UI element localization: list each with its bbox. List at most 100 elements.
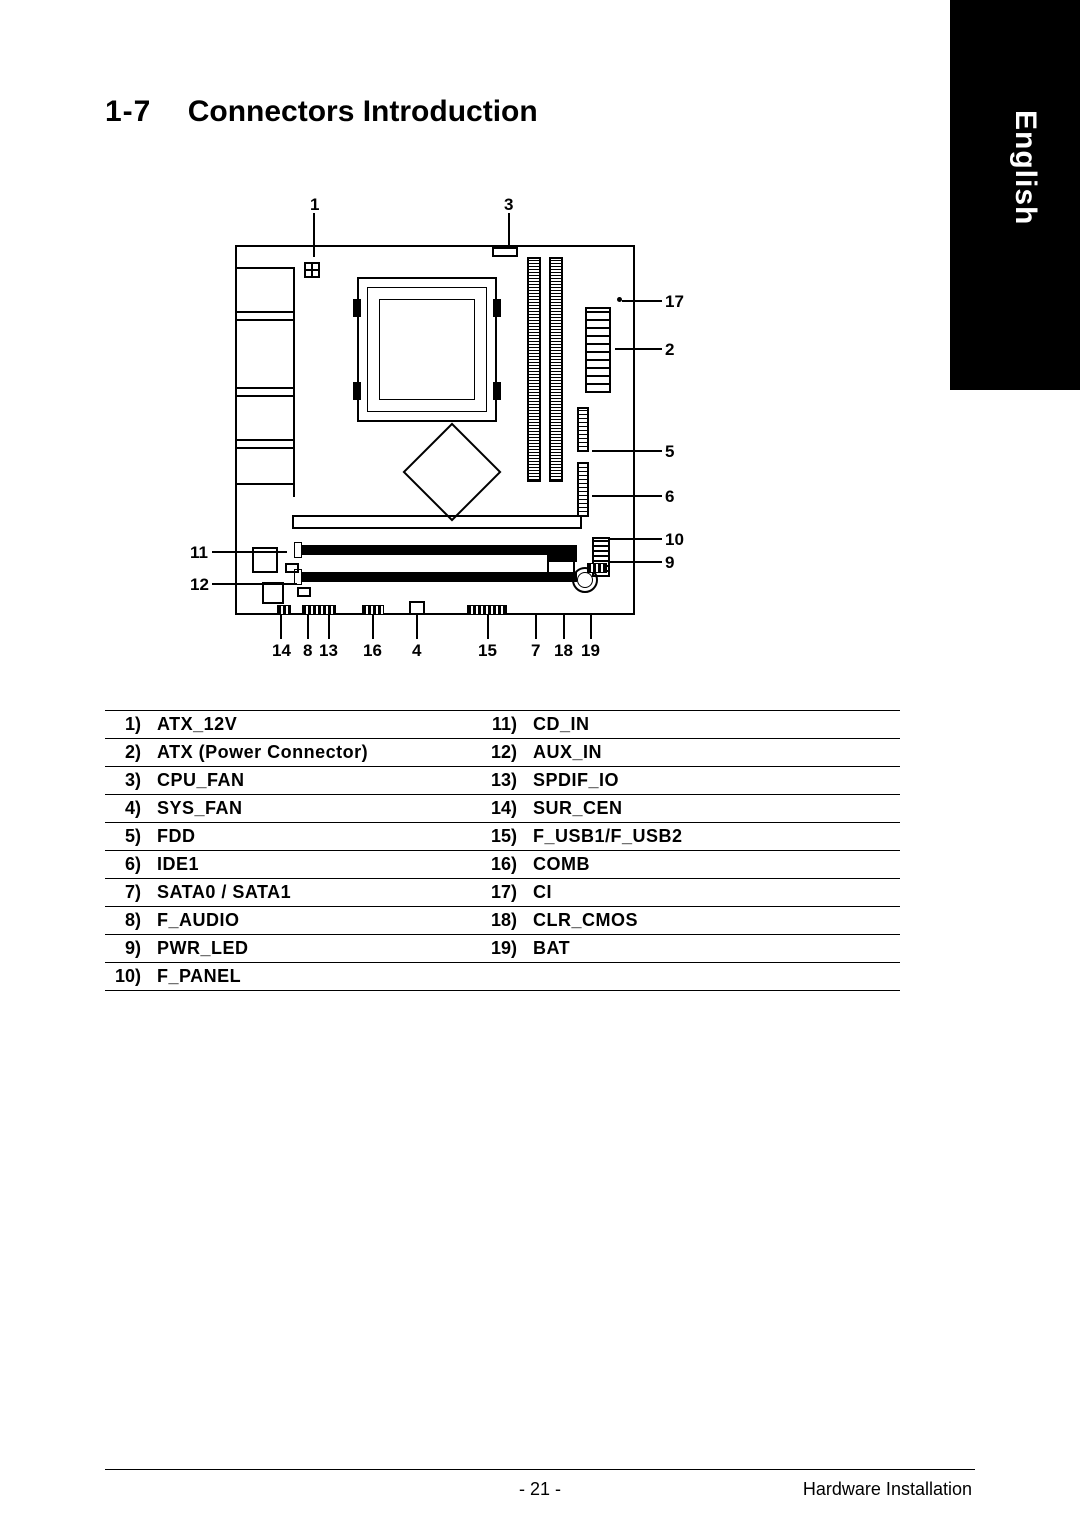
language-label: English [1008, 110, 1042, 225]
callout-6: 6 [665, 487, 674, 507]
connector-number: 14) [481, 795, 527, 823]
table-row: 2)ATX (Power Connector)12)AUX_IN [105, 739, 900, 767]
connector-number: 6) [105, 851, 151, 879]
table-row: 3)CPU_FAN13)SPDIF_IO [105, 767, 900, 795]
connector-number: 9) [105, 935, 151, 963]
connector-number: 1) [105, 711, 151, 739]
atx12v-connector [304, 262, 320, 278]
connector-number: 8) [105, 907, 151, 935]
ide-connector [577, 462, 589, 517]
io-chip [262, 582, 284, 604]
connector-number: 3) [105, 767, 151, 795]
table-row: 4)SYS_FAN14)SUR_CEN [105, 795, 900, 823]
table-row: 5)FDD15)F_USB1/F_USB2 [105, 823, 900, 851]
connector-name: COMB [527, 851, 900, 879]
callout-11: 11 [190, 543, 208, 563]
callout-3: 3 [504, 195, 513, 215]
connector-number: 7) [105, 879, 151, 907]
table-row: 1)ATX_12V11)CD_IN [105, 711, 900, 739]
hdr-16 [362, 605, 384, 615]
table-row: 6)IDE116)COMB [105, 851, 900, 879]
callout-15: 15 [478, 641, 497, 661]
section-heading: 1-7 Connectors Introduction [105, 95, 538, 129]
dimm-slot-2 [549, 257, 563, 482]
connector-number [481, 963, 527, 991]
connector-name: ATX (Power Connector) [151, 739, 481, 767]
connector-name: CLR_CMOS [527, 907, 900, 935]
callout-1: 1 [310, 195, 319, 215]
hdr-7 [547, 552, 577, 562]
fdd-connector [577, 407, 589, 452]
cpu-socket [357, 277, 497, 422]
connector-number: 19) [481, 935, 527, 963]
callout-8: 8 [303, 641, 312, 661]
connector-name: ATX_12V [151, 711, 481, 739]
callout-17: 17 [665, 292, 684, 312]
connector-number: 16) [481, 851, 527, 879]
callout-10: 10 [665, 530, 684, 550]
hdr-8-13 [302, 605, 336, 615]
dimm-slot-1 [527, 257, 541, 482]
hdr-14 [277, 605, 291, 615]
connector-number: 18) [481, 907, 527, 935]
atx-power-connector [585, 307, 611, 393]
connector-number: 10) [105, 963, 151, 991]
callout-9: 9 [665, 553, 674, 573]
connector-name: CI [527, 879, 900, 907]
hdr-9 [587, 563, 607, 573]
callout-5: 5 [665, 442, 674, 462]
callout-14: 14 [272, 641, 291, 661]
connector-name: SPDIF_IO [527, 767, 900, 795]
callout-19: 19 [581, 641, 600, 661]
pci-slot-2 [297, 572, 577, 582]
table-row: 10)F_PANEL [105, 963, 900, 991]
connector-number: 11) [481, 711, 527, 739]
agp-slot [292, 515, 582, 529]
heading-number: 1-7 [105, 95, 151, 128]
connector-number: 2) [105, 739, 151, 767]
connector-name [527, 963, 900, 991]
connectors-table: 1)ATX_12V11)CD_IN2)ATX (Power Connector)… [105, 710, 900, 991]
connector-number: 12) [481, 739, 527, 767]
connector-name: CD_IN [527, 711, 900, 739]
heading-title: Connectors Introduction [188, 95, 538, 128]
pci-slot-1 [297, 545, 577, 555]
board-outline [235, 245, 635, 615]
connector-number: 17) [481, 879, 527, 907]
table-row: 8)F_AUDIO18)CLR_CMOS [105, 907, 900, 935]
connector-name: FDD [151, 823, 481, 851]
connector-number: 5) [105, 823, 151, 851]
language-tab: English [950, 0, 1080, 390]
callout-13: 13 [319, 641, 338, 661]
connector-name: IDE1 [151, 851, 481, 879]
footer-section: Hardware Installation [803, 1479, 972, 1500]
callout-2: 2 [665, 340, 674, 360]
callout-12: 12 [190, 575, 209, 595]
hdr-12 [297, 587, 311, 597]
connector-name: AUX_IN [527, 739, 900, 767]
table-row: 7)SATA0 / SATA117)CI [105, 879, 900, 907]
hdr-4 [409, 601, 425, 615]
cpufan-header [492, 247, 518, 257]
motherboard-diagram: 1 3 17 2 5 6 10 9 11 12 14 8 13 16 4 15 … [190, 195, 690, 665]
connector-name: PWR_LED [151, 935, 481, 963]
hdr-15 [467, 605, 507, 615]
callout-4: 4 [412, 641, 421, 661]
connector-name: SATA0 / SATA1 [151, 879, 481, 907]
connector-name: F_AUDIO [151, 907, 481, 935]
connector-name: SYS_FAN [151, 795, 481, 823]
connector-number: 13) [481, 767, 527, 795]
connector-number: 4) [105, 795, 151, 823]
callout-7: 7 [531, 641, 540, 661]
connector-name: SUR_CEN [527, 795, 900, 823]
footer-divider [105, 1469, 975, 1470]
northbridge [403, 423, 502, 522]
connector-name: CPU_FAN [151, 767, 481, 795]
table-row: 9)PWR_LED19)BAT [105, 935, 900, 963]
connector-number: 15) [481, 823, 527, 851]
connector-name: F_USB1/F_USB2 [527, 823, 900, 851]
connector-name: F_PANEL [151, 963, 481, 991]
connector-name: BAT [527, 935, 900, 963]
callout-16: 16 [363, 641, 382, 661]
callout-18: 18 [554, 641, 573, 661]
